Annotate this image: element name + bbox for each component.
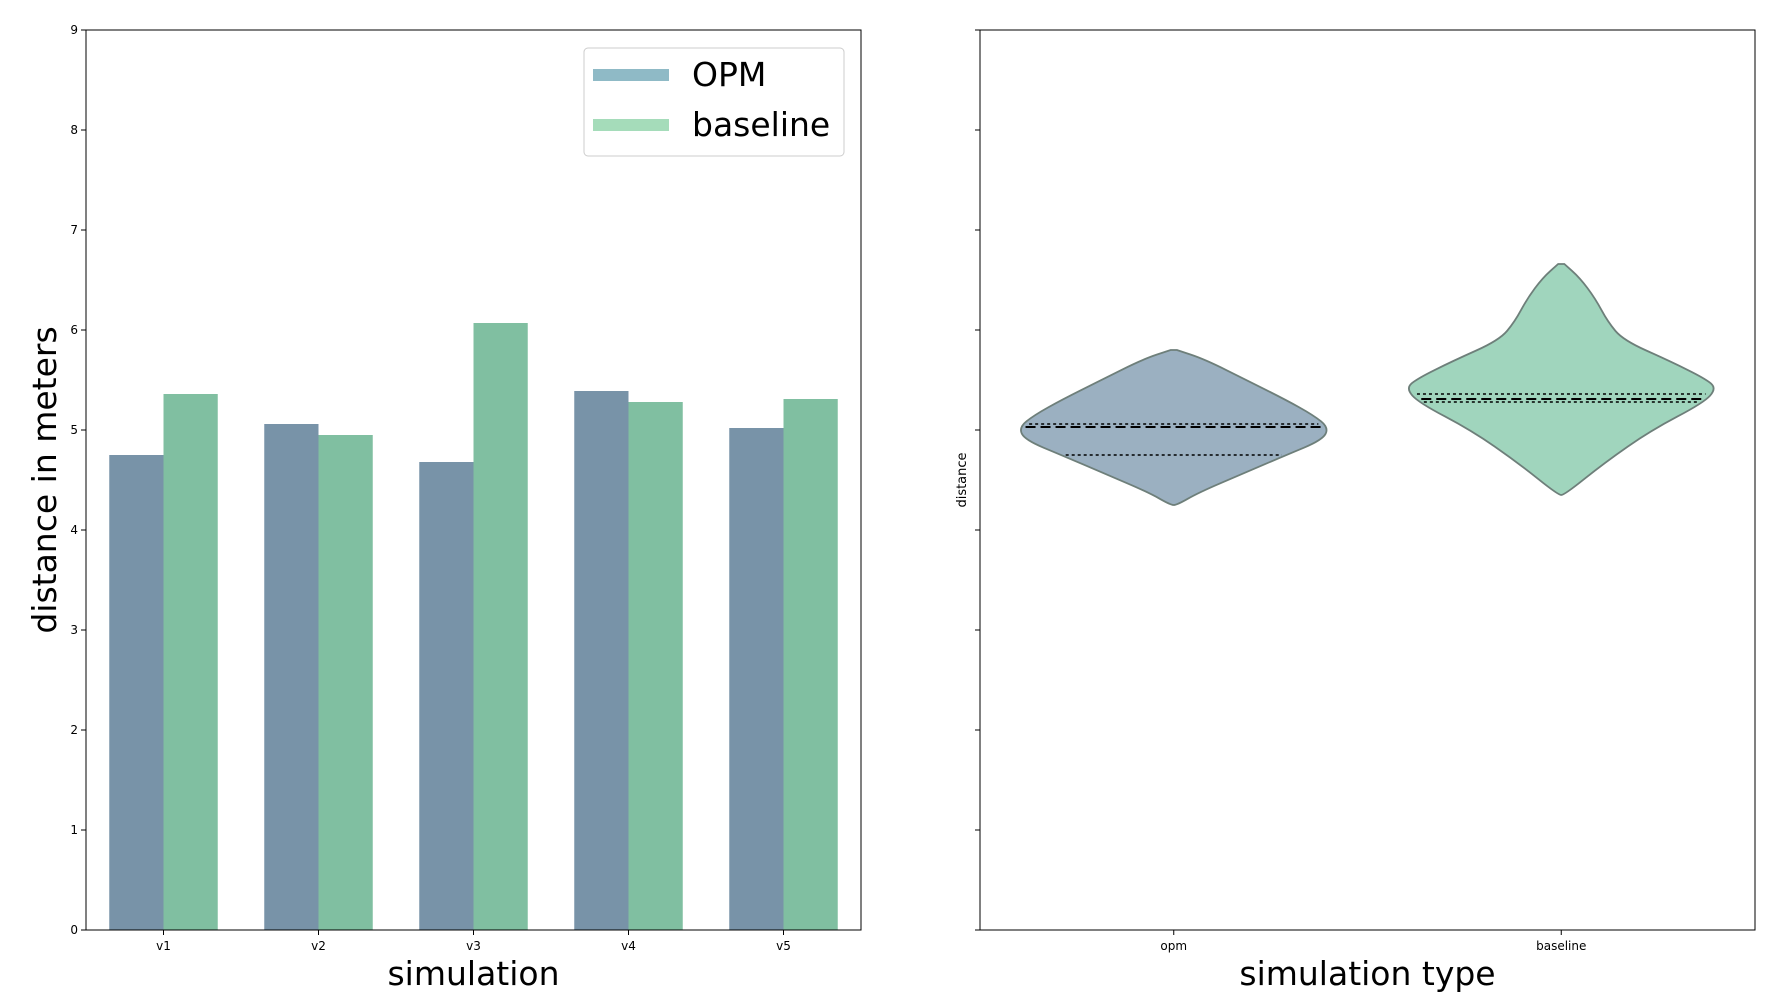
violin-x-axis-ticks: opm baseline [1160, 930, 1586, 953]
bar-y-tick-label: 2 [70, 723, 78, 737]
legend-label-baseline: baseline [692, 105, 830, 144]
bar-y-axis-title: distance in meters [25, 326, 64, 633]
bar-x-tick-label: v4 [621, 939, 636, 953]
violin-x-tick-label: baseline [1536, 939, 1586, 953]
bar-baseline-v5 [783, 399, 838, 930]
bar-opm-v1 [109, 455, 164, 930]
bar-y-tick-label: 4 [70, 523, 78, 537]
bar-opm-v2 [264, 424, 319, 930]
bar-marks [109, 323, 838, 930]
bar-opm-v5 [729, 428, 784, 930]
bar-x-tick-label: v5 [776, 939, 791, 953]
bar-x-tick-label: v3 [466, 939, 481, 953]
legend: OPM baseline [583, 47, 845, 157]
bar-x-tick-label: v2 [311, 939, 326, 953]
bar-baseline-v1 [163, 394, 218, 930]
violin-baseline [1408, 263, 1715, 496]
bar-plot-frame [85, 29, 862, 931]
violin-opm [1020, 349, 1328, 506]
legend-swatch-baseline [593, 119, 669, 131]
violin-y-axis-ticks [975, 29, 980, 931]
bar-y-axis-ticks: 0 1 2 3 4 5 6 7 8 9 [70, 23, 86, 937]
bar-y-tick-label: 5 [70, 423, 78, 437]
legend-label-opm: OPM [692, 55, 766, 94]
violin-x-tick-label: opm [1160, 939, 1187, 953]
violin-marks [1020, 263, 1715, 506]
bar-y-tick-label: 0 [70, 923, 78, 937]
bar-y-tick-label: 6 [70, 323, 78, 337]
bar-y-tick-label: 7 [70, 223, 78, 237]
bar-baseline-v3 [473, 323, 528, 930]
bar-x-axis-ticks: v1 v2 v3 v4 v5 [156, 930, 791, 953]
violin-chart-panel: opm baseline simulation type distance [955, 29, 1756, 993]
bar-y-tick-label: 3 [70, 623, 78, 637]
bar-baseline-v2 [318, 435, 373, 930]
bar-x-axis-title: simulation [387, 954, 559, 993]
bar-y-tick-label: 9 [70, 23, 78, 37]
bar-x-tick-label: v1 [156, 939, 171, 953]
bar-opm-v4 [574, 391, 629, 930]
violin-x-axis-title: simulation type [1239, 954, 1495, 993]
violin-plot-frame [979, 29, 1756, 931]
legend-swatch-opm [593, 69, 669, 81]
bar-chart-panel: 0 1 2 3 4 5 6 7 8 9 v1 v2 v3 v4 v5 simulation distanc… [25, 23, 862, 993]
bar-baseline-v4 [628, 402, 683, 930]
bar-opm-v3 [419, 462, 474, 930]
bar-y-tick-label: 8 [70, 123, 78, 137]
violin-y-axis-title: distance [955, 452, 970, 507]
bar-y-tick-label: 1 [70, 823, 78, 837]
